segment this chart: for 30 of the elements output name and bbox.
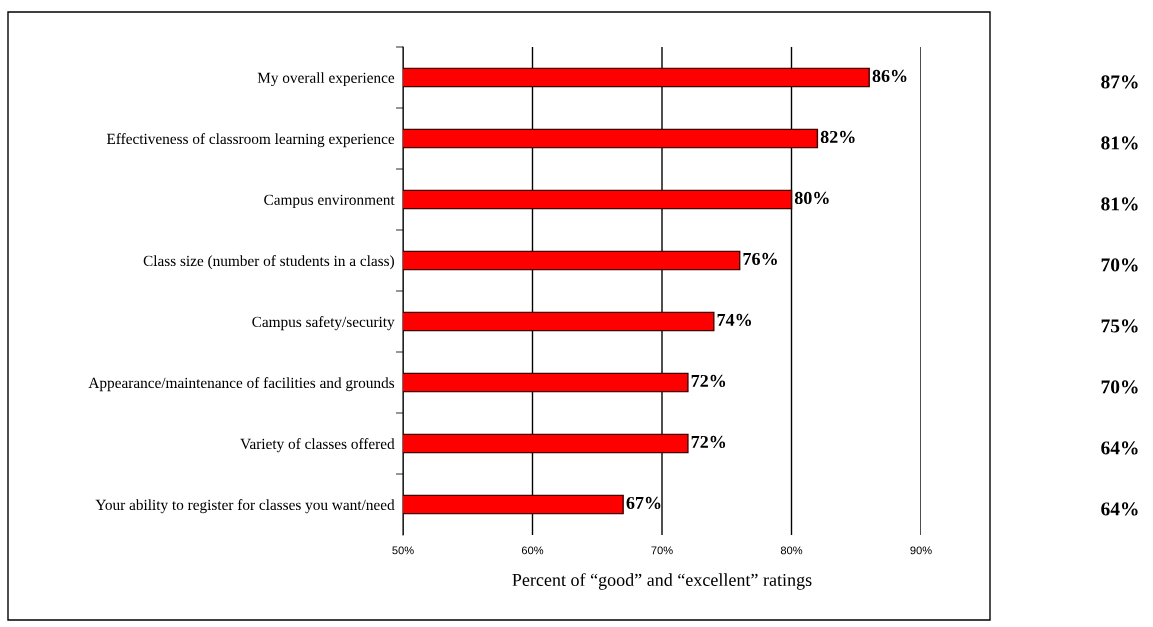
data-label: 76% <box>743 252 777 266</box>
y-tick-label: Campus environment <box>264 194 395 209</box>
y-tick-label: Campus safety/security <box>252 316 395 331</box>
data-label: 72% <box>691 435 726 449</box>
text: 81% <box>1101 136 1138 150</box>
text: 64% <box>1101 502 1138 516</box>
text: 75% <box>1101 319 1138 333</box>
text: 87% <box>1101 75 1138 89</box>
y-tick-label: Effectiveness of classroom learning experience <box>106 133 395 148</box>
x-tick-label: 50% <box>392 546 414 555</box>
y-tick-label: My overall experience <box>257 72 395 87</box>
data-label: 72% <box>691 374 726 388</box>
data-label: 67% <box>626 496 661 510</box>
x-tick-label: 60% <box>521 546 544 555</box>
y-tick-label: Appearance/maintenance of facilities and grounds <box>88 377 395 392</box>
data-label: 80% <box>794 191 829 205</box>
x-axis-title: Percent of “good” and “excellent” ratings <box>512 573 812 590</box>
y-tick-label: Variety of classes offered <box>240 438 395 453</box>
x-tick-label: 90% <box>910 546 932 555</box>
y-tick-label: Your ability to register for classes you want/need <box>95 499 395 514</box>
data-label: 82% <box>820 130 855 144</box>
text: 70% <box>1101 258 1138 272</box>
text: 81% <box>1101 197 1138 211</box>
x-tick-label: 70% <box>651 546 673 555</box>
text: 64% <box>1101 441 1138 455</box>
x-tick-label: 80% <box>780 546 803 555</box>
text: 70% <box>1101 380 1138 394</box>
y-tick-label: Class size (number of students in a class) <box>143 255 394 270</box>
data-label: 74% <box>717 313 751 327</box>
data-label: 86% <box>872 69 907 83</box>
